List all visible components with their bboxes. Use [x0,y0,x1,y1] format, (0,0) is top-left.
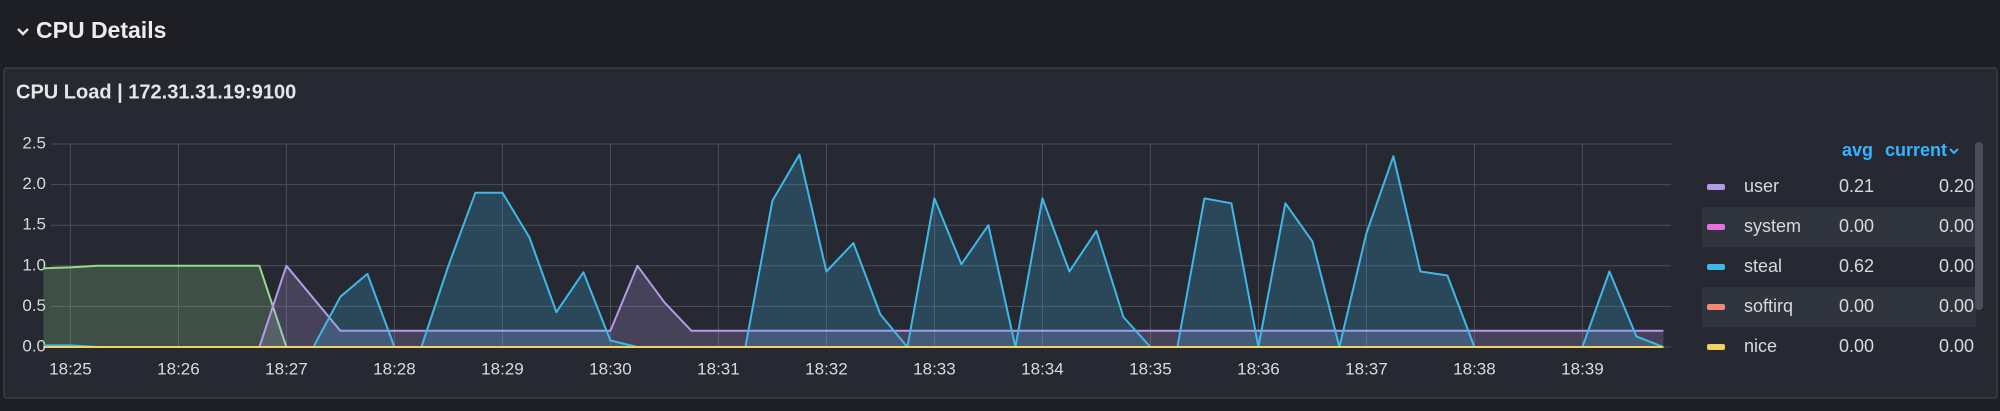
y-tick-label: 0.5 [22,296,46,315]
x-tick-label: 18:35 [1129,359,1172,378]
y-tick-label: 2.0 [22,174,46,193]
x-tick-label: 18:36 [1237,359,1280,378]
x-tick-label: 18:32 [805,359,848,378]
legend-row-bg [1702,287,1976,327]
legend-label[interactable]: nice [1744,336,1777,356]
legend-swatch [1707,184,1725,190]
legend-column-header: avg [1842,140,1873,160]
y-tick-label: 2.5 [22,133,46,152]
legend-label[interactable]: user [1744,176,1779,196]
panel-title[interactable]: CPU Load | 172.31.31.19:9100 [16,81,296,103]
legend-label[interactable]: system [1744,216,1801,236]
legend-column-header: current [1885,140,1947,160]
y-tick-label: 1.0 [22,255,46,274]
legend-current: 0.00 [1939,216,1974,236]
legend-swatch [1707,344,1725,350]
legend-current: 0.00 [1939,296,1974,316]
legend-avg: 0.62 [1839,256,1874,276]
legend-swatch [1707,224,1725,230]
legend-current: 0.00 [1939,256,1974,276]
legend-current: 0.00 [1939,336,1974,356]
x-tick-label: 18:25 [49,359,92,378]
legend-row-bg [1702,207,1976,247]
y-tick-label: 1.5 [22,215,46,234]
x-tick-label: 18:26 [157,359,200,378]
series-area [43,265,1664,347]
row-title[interactable]: CPU Details [36,17,166,43]
x-tick-label: 18:30 [589,359,632,378]
x-tick-label: 18:31 [697,359,740,378]
legend-label[interactable]: softirq [1744,296,1793,316]
x-tick-label: 18:38 [1453,359,1496,378]
x-tick-label: 18:39 [1561,359,1604,378]
collapse-icon[interactable] [17,28,29,36]
sort-icon[interactable] [1949,148,1959,155]
series-area [43,265,287,347]
legend-avg: 0.00 [1839,336,1874,356]
series-area [43,154,1664,347]
panel [3,67,1998,399]
x-tick-label: 18:27 [265,359,308,378]
series-line [43,264,1664,348]
legend-current: 0.20 [1939,176,1974,196]
series-line [43,264,288,348]
legend-label[interactable]: steal [1744,256,1782,276]
x-tick-label: 18:33 [913,359,956,378]
x-tick-label: 18:28 [373,359,416,378]
legend-avg: 0.21 [1839,176,1874,196]
legend-avg: 0.00 [1839,296,1874,316]
legend-swatch [1707,304,1725,310]
scrollbar[interactable] [1975,142,1983,310]
legend-avg: 0.00 [1839,216,1874,236]
y-tick-label: 0.0 [22,336,46,355]
x-tick-label: 18:37 [1345,359,1388,378]
legend-swatch [1707,264,1725,270]
plot: 0.0 0.5 1.0 1.5 2.0 2.5 18:25 18:26 18:27 18:28 18… [22,133,1671,378]
x-tick-label: 18:34 [1021,359,1064,378]
x-tick-label: 18:29 [481,359,524,378]
